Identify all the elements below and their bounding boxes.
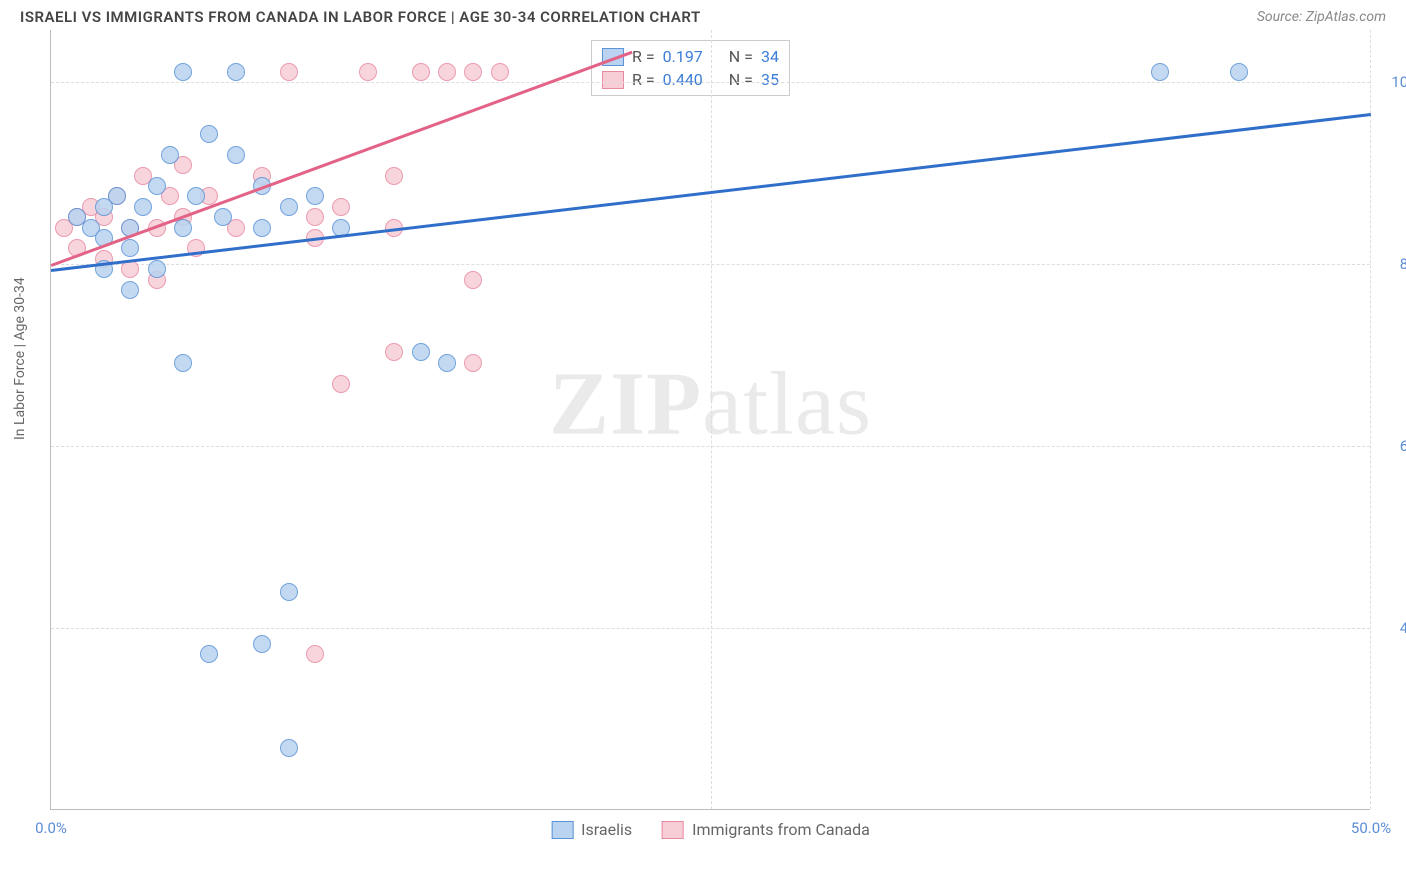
scatter-point-israelis [253,219,271,237]
scatter-point-immigrants [332,375,350,393]
n-label: N = [729,47,753,66]
legend-label-israelis: Israelis [581,820,632,839]
scatter-point-immigrants [359,63,377,81]
scatter-point-israelis [148,260,166,278]
watermark-part1: ZIP [549,354,702,453]
scatter-point-israelis [148,177,166,195]
x-tick-label: 0.0% [35,819,67,837]
scatter-point-israelis [187,187,205,205]
scatter-point-immigrants [464,63,482,81]
chart-plot-area: ZIPatlas R = 0.197 N = 34 R = 0.440 N = … [50,30,1370,810]
legend-item-immigrants: Immigrants from Canada [662,820,870,839]
x-tick-label: 50.0% [1351,819,1391,837]
watermark-part2: atlas [702,354,872,453]
y-tick-label: 47.5% [1380,619,1406,637]
y-tick-label: 82.5% [1380,255,1406,273]
legend-row-immigrants: R = 0.440 N = 35 [602,68,779,91]
scatter-point-israelis [174,63,192,81]
legend-item-israelis: Israelis [551,820,632,839]
legend-row-israelis: R = 0.197 N = 34 [602,45,779,68]
scatter-point-immigrants [438,63,456,81]
gridline-v-right [1370,30,1371,809]
r-value-israelis: 0.197 [663,47,703,66]
scatter-point-israelis [1230,63,1248,81]
scatter-point-israelis [174,354,192,372]
scatter-point-israelis [280,198,298,216]
r-label: R = [632,70,655,89]
scatter-point-israelis [174,219,192,237]
scatter-point-immigrants [385,343,403,361]
scatter-point-immigrants [385,167,403,185]
r-value-immigrants: 0.440 [663,70,703,89]
scatter-point-israelis [227,146,245,164]
scatter-point-israelis [280,583,298,601]
chart-title: ISRAELI VS IMMIGRANTS FROM CANADA IN LAB… [20,8,701,26]
scatter-point-immigrants [306,645,324,663]
scatter-point-israelis [280,739,298,757]
series-legend: Israelis Immigrants from Canada [551,820,870,839]
scatter-point-immigrants [464,354,482,372]
correlation-legend: R = 0.197 N = 34 R = 0.440 N = 35 [591,40,790,96]
scatter-point-immigrants [464,271,482,289]
scatter-point-israelis [161,146,179,164]
chart-header: ISRAELI VS IMMIGRANTS FROM CANADA IN LAB… [0,0,1406,30]
swatch-immigrants-bottom [662,821,684,839]
scatter-point-israelis [134,198,152,216]
swatch-israelis-bottom [551,821,573,839]
swatch-immigrants [602,71,624,89]
chart-source: Source: ZipAtlas.com [1257,9,1386,25]
scatter-point-immigrants [491,63,509,81]
scatter-point-israelis [200,645,218,663]
scatter-point-israelis [121,239,139,257]
gridline-v [711,30,712,809]
scatter-point-israelis [200,125,218,143]
y-tick-label: 100.0% [1380,73,1406,91]
scatter-point-immigrants [306,208,324,226]
scatter-point-israelis [438,354,456,372]
legend-label-immigrants: Immigrants from Canada [692,820,870,839]
n-value-immigrants: 35 [761,70,779,89]
scatter-point-israelis [412,343,430,361]
scatter-point-israelis [306,187,324,205]
n-value-israelis: 34 [761,47,779,66]
scatter-point-israelis [1151,63,1169,81]
scatter-point-immigrants [280,63,298,81]
scatter-point-israelis [253,635,271,653]
n-label: N = [729,70,753,89]
scatter-point-israelis [214,208,232,226]
scatter-point-immigrants [332,198,350,216]
y-tick-label: 65.0% [1380,437,1406,455]
scatter-point-immigrants [412,63,430,81]
scatter-point-israelis [227,63,245,81]
scatter-point-israelis [121,281,139,299]
scatter-point-israelis [108,187,126,205]
r-label: R = [632,47,655,66]
y-axis-label: In Labor Force | Age 30-34 [12,277,28,440]
